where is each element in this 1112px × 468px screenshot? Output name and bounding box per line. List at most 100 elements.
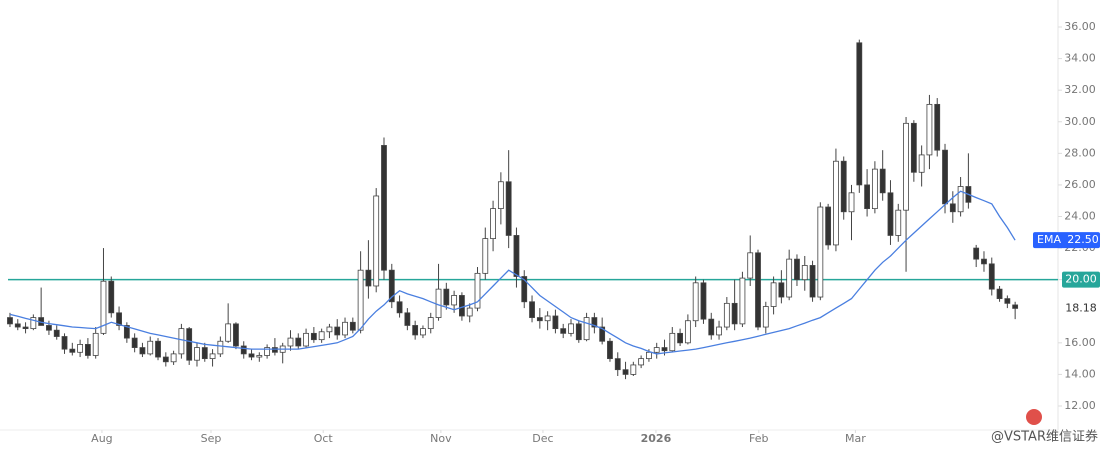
candle-body bbox=[194, 347, 200, 361]
candle-body bbox=[396, 301, 403, 314]
candle-body bbox=[646, 351, 652, 360]
candle-body bbox=[1012, 304, 1019, 309]
candle-body bbox=[84, 344, 91, 356]
candle-body bbox=[53, 329, 60, 337]
candle-body bbox=[856, 42, 863, 186]
candle-body bbox=[92, 332, 99, 356]
candle-body bbox=[903, 122, 909, 211]
candle-body bbox=[342, 321, 348, 336]
candle-body bbox=[482, 238, 489, 274]
candle-body bbox=[661, 347, 668, 352]
candle-body bbox=[762, 306, 769, 328]
x-tick-label: Aug bbox=[91, 432, 112, 445]
candle-body bbox=[607, 340, 613, 360]
candle-body bbox=[926, 103, 933, 156]
candle-body bbox=[295, 337, 302, 347]
candle-body bbox=[544, 315, 551, 322]
candle-body bbox=[505, 181, 512, 236]
candle-body bbox=[497, 181, 504, 210]
candle-body bbox=[988, 263, 995, 290]
y-tick-label: 26.00 bbox=[1064, 178, 1096, 191]
candle-body bbox=[801, 265, 808, 281]
candle-body bbox=[871, 168, 878, 210]
candle-body bbox=[716, 326, 722, 336]
ema-value-label: 22.50 bbox=[1067, 233, 1099, 246]
candle-body bbox=[739, 277, 746, 325]
candle-body bbox=[794, 258, 800, 281]
candle-body bbox=[895, 209, 902, 236]
candle-body bbox=[864, 184, 870, 210]
candle-body bbox=[910, 122, 917, 173]
candle-body bbox=[217, 340, 224, 355]
candle-body bbox=[981, 258, 987, 265]
y-tick-label: 34.00 bbox=[1064, 52, 1096, 65]
candle-body bbox=[131, 337, 138, 348]
y-tick-label: 24.00 bbox=[1064, 210, 1096, 223]
candle-body bbox=[186, 328, 193, 361]
candle-body bbox=[310, 332, 317, 341]
candle-body bbox=[778, 282, 785, 298]
candle-body bbox=[248, 353, 255, 358]
candle-body bbox=[684, 320, 691, 344]
x-tick-label: Dec bbox=[532, 432, 553, 445]
candle-body bbox=[233, 323, 239, 347]
candle-body bbox=[591, 317, 598, 328]
y-tick-label: 12.00 bbox=[1064, 399, 1096, 412]
candle-body bbox=[404, 312, 411, 326]
candle-body bbox=[123, 325, 130, 339]
x-tick-label: Feb bbox=[749, 432, 768, 445]
candle-body bbox=[46, 325, 52, 331]
candle-body bbox=[568, 323, 574, 334]
x-tick-label: Oct bbox=[314, 432, 334, 445]
candle-body bbox=[786, 258, 793, 298]
candle-body bbox=[435, 288, 442, 318]
candle-body bbox=[240, 345, 247, 355]
candle-body bbox=[256, 355, 263, 358]
candle-body bbox=[536, 317, 543, 322]
candle-body bbox=[170, 353, 177, 363]
candle-body bbox=[521, 276, 528, 303]
candle-body bbox=[178, 328, 185, 355]
y-tick-label: 16.00 bbox=[1064, 336, 1096, 349]
candle-body bbox=[692, 282, 699, 322]
candle-body bbox=[318, 331, 325, 341]
candle-body bbox=[264, 347, 271, 356]
candle-body bbox=[139, 347, 146, 355]
candle-body bbox=[100, 280, 107, 334]
candle-body bbox=[7, 317, 13, 325]
candle-body bbox=[326, 326, 333, 333]
candle-body bbox=[1004, 298, 1011, 304]
candle-body bbox=[840, 160, 847, 213]
candle-body bbox=[108, 280, 115, 314]
candle-body bbox=[61, 336, 68, 350]
candle-body bbox=[451, 295, 458, 306]
candle-body bbox=[949, 203, 956, 213]
candle-body bbox=[162, 356, 169, 363]
candle-body bbox=[708, 318, 715, 336]
candle-body bbox=[973, 247, 980, 260]
candle-body bbox=[934, 103, 941, 151]
y-tick-label: 28.00 bbox=[1064, 146, 1096, 159]
candle-body bbox=[420, 328, 426, 336]
candle-body bbox=[529, 301, 535, 318]
candle-body bbox=[412, 325, 419, 336]
candle-body bbox=[14, 323, 21, 328]
candle-body bbox=[677, 332, 683, 344]
candle-body bbox=[303, 332, 309, 347]
candle-body bbox=[653, 347, 660, 353]
candle-body bbox=[817, 206, 824, 298]
candle-body bbox=[833, 160, 839, 246]
candle-body bbox=[825, 206, 832, 246]
candle-body bbox=[747, 252, 754, 279]
candle-body bbox=[201, 347, 208, 360]
candle-body bbox=[22, 326, 29, 330]
candle-body bbox=[638, 358, 645, 366]
watermark: @VSTAR维信证券 bbox=[991, 429, 1098, 445]
candle-body bbox=[957, 186, 964, 213]
y-tick-label: 14.00 bbox=[1064, 367, 1096, 380]
candle-body bbox=[630, 364, 637, 375]
candle-body bbox=[770, 282, 777, 307]
level-label-box bbox=[1062, 271, 1100, 288]
